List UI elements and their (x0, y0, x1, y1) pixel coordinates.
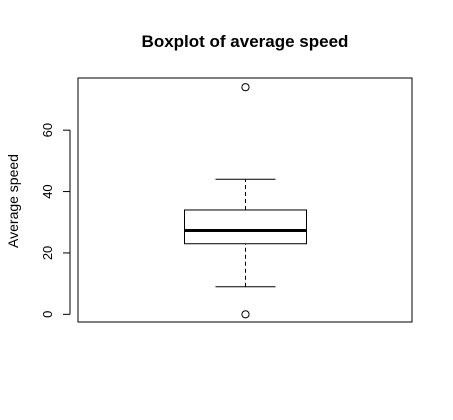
chart-title: Boxplot of average speed (142, 32, 349, 51)
y-axis-label: Average speed (5, 154, 21, 248)
y-tick-label-0: 0 (40, 311, 55, 318)
outlier-point-0 (241, 310, 250, 319)
boxplot (184, 83, 307, 319)
y-tick-label-40: 40 (40, 184, 55, 198)
y-axis: 0 20 40 60 (40, 123, 71, 318)
iqr-box (184, 209, 307, 245)
outlier-point-1 (241, 83, 250, 92)
y-tick-label-60: 60 (40, 123, 55, 137)
plot-frame (77, 77, 413, 323)
y-tick-label-20: 20 (40, 246, 55, 260)
